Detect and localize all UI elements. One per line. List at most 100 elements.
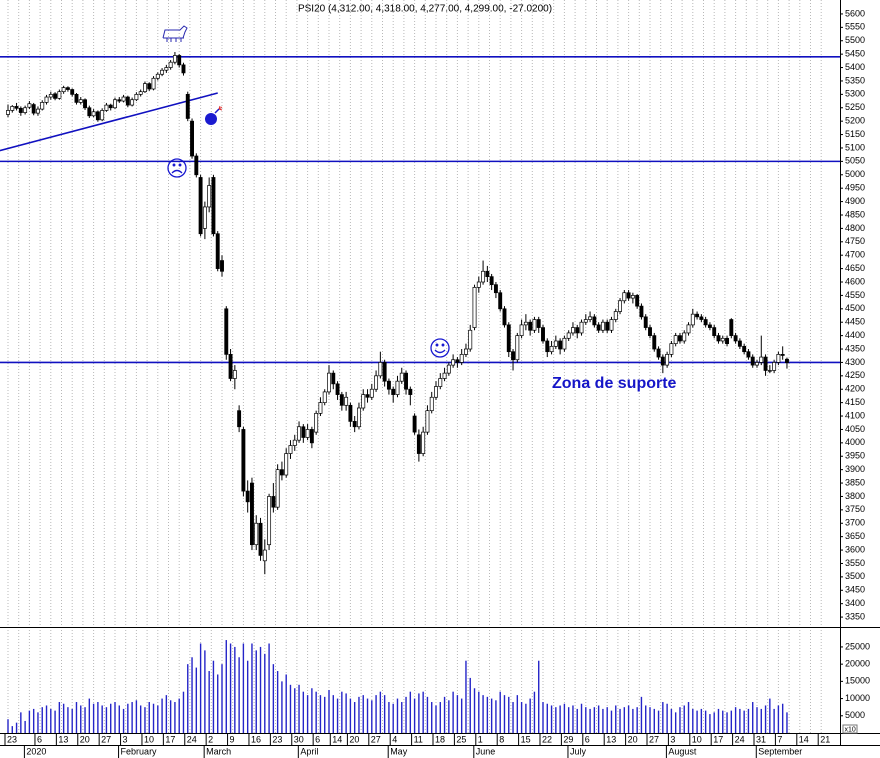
x-tick-label: 2 [208, 734, 213, 744]
x-tick-label: 20 [80, 734, 90, 744]
candle-body [292, 439, 297, 446]
y-tick-label: 5450 [845, 49, 865, 59]
candle-body [6, 110, 10, 115]
grid [7, 0, 822, 733]
candle-body [622, 292, 627, 302]
candle-body [404, 372, 408, 390]
candle-body [305, 429, 310, 438]
candle-body [780, 354, 785, 356]
candle-body [314, 413, 319, 433]
month-label: July [570, 746, 587, 756]
y-tick-label: 4350 [845, 343, 865, 353]
candle-body [690, 313, 695, 326]
x-tick-label: 31 [756, 734, 766, 744]
candle-body [613, 311, 618, 320]
x-tick-label: 15 [521, 734, 531, 744]
candle-body [48, 94, 53, 98]
candle-body [425, 410, 430, 433]
candle-body [181, 64, 186, 74]
y-tick-label: 3500 [845, 571, 865, 581]
candle-body [579, 321, 584, 334]
candle-body [592, 316, 597, 326]
candle-body [232, 370, 237, 379]
candle-body [279, 469, 284, 476]
candle-body [523, 321, 528, 326]
candle-body [468, 329, 473, 350]
candle-body [335, 383, 340, 395]
bomb-icon [205, 105, 223, 125]
volume-tick-label: 15000 [845, 676, 870, 686]
candle-body [566, 332, 571, 339]
candle-body [164, 67, 169, 71]
candle-body [399, 372, 404, 382]
candle-body [31, 104, 36, 114]
y-tick-label: 4000 [845, 437, 865, 447]
candle-body [185, 94, 190, 119]
y-tick-label: 4800 [845, 223, 865, 233]
candle-body [643, 316, 648, 328]
candle-body [331, 372, 336, 385]
candle-body [656, 348, 661, 358]
y-tick-label: 5000 [845, 169, 865, 179]
candle-body [224, 308, 229, 355]
y-tick-label: 4750 [845, 236, 865, 246]
y-tick-label: 3400 [845, 598, 865, 608]
candle-body [549, 345, 554, 353]
candle-body [571, 327, 575, 334]
candle-body [583, 319, 588, 323]
candle-body [250, 482, 254, 546]
candle-body [772, 362, 777, 371]
x-tick-label: 8 [499, 734, 504, 744]
y-tick-label: 5100 [845, 142, 865, 152]
y-tick-label: 3350 [845, 611, 865, 621]
candle-body [682, 332, 687, 342]
y-tick-label: 4250 [845, 370, 865, 380]
candle-body [511, 351, 515, 361]
y-tick-label: 4450 [845, 317, 865, 327]
candle-body [763, 356, 768, 371]
candle-body [665, 354, 670, 366]
candle-body [630, 295, 635, 299]
candle-body [113, 99, 117, 109]
candle-body [541, 327, 545, 342]
candle-body [100, 110, 105, 121]
candle-body [172, 55, 177, 63]
y-tick-label: 3450 [845, 585, 865, 595]
candle-body [104, 104, 109, 111]
x-tick-label: 1 [478, 734, 483, 744]
y-tick-label: 5050 [845, 156, 865, 166]
candle-body [485, 270, 490, 277]
candle-body [716, 335, 721, 342]
candle-body [472, 287, 477, 328]
candle-body [271, 496, 276, 508]
y-tick-label: 4950 [845, 183, 865, 193]
candle-body [648, 327, 652, 336]
candle-body [220, 260, 224, 272]
x-tick-label: 21 [820, 734, 830, 744]
volume-tick-label: 25000 [845, 641, 870, 651]
x-tick-label: 14 [332, 734, 342, 744]
candle-body [600, 321, 605, 331]
x-tick-label: 3 [670, 734, 675, 744]
candle-body [609, 319, 614, 331]
candle-body [245, 490, 250, 503]
y-tick-label: 4200 [845, 384, 865, 394]
candle-body [558, 340, 563, 350]
x-tick-label: 23 [7, 734, 17, 744]
candle-body [318, 402, 323, 414]
candle-body [386, 380, 391, 390]
candle-body [767, 370, 772, 372]
candle-body [275, 469, 280, 508]
candle-body [322, 391, 327, 403]
month-label: February [121, 746, 158, 756]
x-tick-label: 17 [713, 734, 723, 744]
candle-body [138, 91, 143, 95]
candle-body [202, 206, 207, 229]
candle-body [673, 335, 678, 345]
y-tick-label: 3950 [845, 451, 865, 461]
candle-body [297, 426, 301, 441]
candle-body [481, 270, 486, 283]
candle-body [95, 111, 100, 121]
x-tick-label: 6 [315, 734, 320, 744]
candle-body [652, 335, 657, 350]
